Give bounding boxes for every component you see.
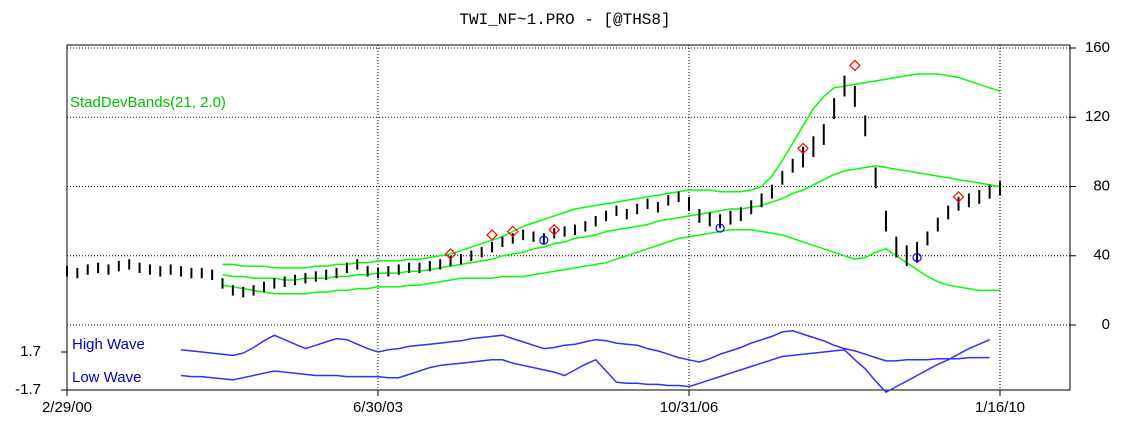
x-tick-label: 10/31/06 [660, 399, 718, 416]
legend-label: Low Wave [72, 369, 141, 386]
sell-marker [486, 229, 498, 241]
band-line [222, 229, 1000, 295]
sell-marker [952, 191, 965, 203]
buy-marker [912, 252, 922, 263]
x-tick-label: 6/30/03 [353, 399, 403, 416]
y2-tick-label: -1.7 [15, 381, 41, 398]
y-tick-label: 80 [1093, 177, 1110, 194]
sell-marker [849, 59, 861, 72]
chart-title: TWI_NF~1.PRO - [@THS8] [459, 11, 670, 29]
band-label: StadDevBands(21, 2.0) [70, 94, 226, 111]
sell-marker [506, 225, 519, 238]
y-tick-label: 40 [1093, 247, 1110, 264]
x-tick-label: 1/16/10 [975, 399, 1025, 416]
y-tick-label: 120 [1085, 108, 1110, 125]
band-line [222, 164, 1001, 281]
sell-marker [444, 248, 457, 260]
buy-marker [715, 223, 725, 233]
y-tick-label: 160 [1085, 39, 1110, 56]
sell-marker [797, 142, 809, 155]
wave-line [180, 339, 990, 394]
y2-tick-label: 1.7 [20, 343, 41, 360]
legend-label: High Wave [72, 336, 145, 353]
band-line [222, 73, 1001, 269]
buy-marker [539, 235, 549, 245]
y-tick-label: 0 [1102, 316, 1110, 333]
wave-line [180, 330, 990, 363]
sell-marker [548, 223, 561, 236]
x-tick-label: 2/29/00 [42, 399, 92, 416]
plot-frame [66, 44, 1071, 391]
